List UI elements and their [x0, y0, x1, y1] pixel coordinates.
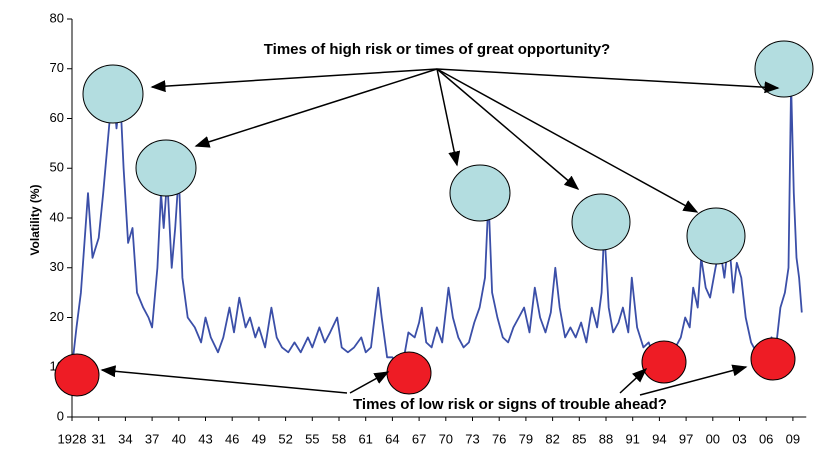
highlight-circle	[571, 193, 631, 251]
arrow	[436, 68, 461, 167]
arrow	[639, 364, 748, 396]
x-tick-label: 00	[706, 431, 720, 446]
y-tick-label: 0	[57, 408, 64, 423]
y-tick-label: 30	[50, 259, 64, 274]
x-tick-label: 82	[545, 431, 559, 446]
x-tick-label: 76	[492, 431, 506, 446]
x-tick-label: 40	[172, 431, 186, 446]
highlight-circle	[135, 139, 197, 197]
x-tick-label: 55	[305, 431, 319, 446]
arrow	[194, 68, 438, 148]
volatility-line	[71, 82, 803, 369]
x-tick-label: 34	[118, 431, 132, 446]
y-tick-label: 40	[50, 209, 64, 224]
annotation: Times of low risk or signs of trouble ah…	[353, 396, 667, 413]
x-tick-label: 31	[91, 431, 105, 446]
highlight-circle	[449, 164, 511, 222]
x-tick-label: 37	[145, 431, 159, 446]
x-tick-label: 88	[599, 431, 613, 446]
y-axis-label: Volatility (%)	[28, 184, 42, 255]
x-tick-label: 49	[252, 431, 266, 446]
low-risk-circle	[750, 337, 796, 381]
x-tick-label: 94	[652, 431, 666, 446]
arrow	[436, 68, 580, 190]
x-tick-label: 85	[572, 431, 586, 446]
annotation: Times of high risk or times of great opp…	[264, 41, 610, 58]
x-tick-label: 03	[732, 431, 746, 446]
annotation-shapes	[54, 40, 814, 397]
arrow	[349, 371, 390, 394]
arrow	[150, 68, 438, 93]
y-tick-label: 80	[50, 10, 64, 25]
x-tick-label: 06	[759, 431, 773, 446]
highlight-circle	[82, 64, 144, 124]
x-tick-label: 64	[385, 431, 399, 446]
y-tick-label: 20	[50, 309, 64, 324]
x-tick-label: 46	[225, 431, 239, 446]
arrow	[619, 367, 648, 394]
y-tick-label: 60	[50, 110, 64, 125]
x-tick-label: 97	[679, 431, 693, 446]
low-risk-circle	[54, 353, 100, 397]
y-tick-label: 50	[50, 160, 64, 175]
x-tick-label: 70	[439, 431, 453, 446]
x-tick-label: 43	[198, 431, 212, 446]
low-risk-circle	[641, 340, 687, 384]
highlight-circle	[754, 40, 814, 98]
low-risk-circle	[386, 351, 432, 395]
arrow	[100, 365, 348, 394]
arrow	[436, 68, 699, 213]
highlight-circle	[686, 207, 746, 265]
arrow	[436, 68, 780, 94]
x-tick-label: 67	[412, 431, 426, 446]
x-tick-label: 58	[332, 431, 346, 446]
x-tick-label: 52	[278, 431, 292, 446]
x-tick-label: 73	[465, 431, 479, 446]
x-tick-label: 91	[625, 431, 639, 446]
x-tick-label: 1928	[58, 431, 87, 446]
x-tick-label: 79	[519, 431, 533, 446]
x-tick-label: 61	[358, 431, 372, 446]
x-tick-label: 09	[786, 431, 800, 446]
y-tick-label: 70	[50, 60, 64, 75]
